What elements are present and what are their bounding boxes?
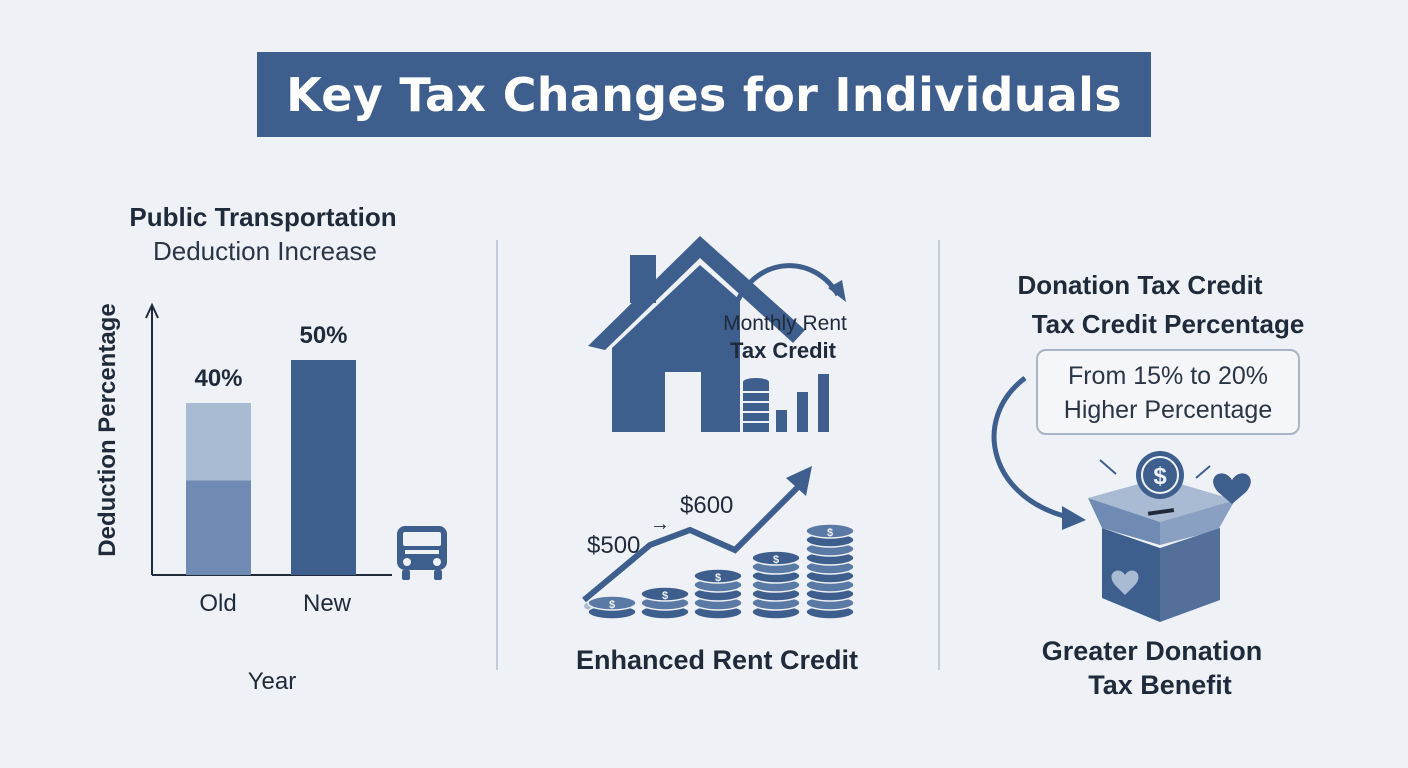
bar-value-label-new: 50% [299, 322, 348, 349]
coin-dollar-sign: $ [662, 590, 668, 602]
amount-new: $600 [680, 492, 734, 519]
heart-icon [1213, 473, 1251, 504]
curved-arrow-icon [991, 376, 1073, 521]
percentage-change: From 15% to 20% [1067, 362, 1269, 390]
divider-left [496, 240, 498, 670]
house-label-line1: Monthly Rent [723, 312, 847, 335]
x-axis-label: Year [247, 668, 297, 695]
mini-bar-3 [818, 374, 829, 432]
bar-old [186, 480, 251, 575]
coin [640, 586, 690, 602]
bar-new [291, 360, 356, 575]
percentage-box: From 15% to 20% Higher Percentage [1036, 349, 1300, 435]
dollar-coin-icon: $ [1136, 451, 1184, 499]
coin-stacks-icon: $ $ $ $ $ [584, 523, 855, 620]
coin [805, 523, 855, 539]
curved-arrow-icon [735, 263, 841, 302]
coin [693, 568, 743, 584]
coin [587, 595, 637, 611]
small-coin-stack-icon [743, 378, 769, 432]
right-caption-line2: Tax Benefit [1088, 670, 1232, 700]
house-icon [588, 236, 805, 432]
x-tick-new: New [302, 590, 352, 617]
house-label-line2: Tax Credit [730, 338, 836, 363]
mini-bar-1 [776, 410, 787, 432]
right-panel-title: Donation Tax Credit [1017, 270, 1263, 300]
left-panel-title: Public Transportation [129, 202, 397, 232]
coin-dollar-sign: $ [715, 572, 721, 584]
rising-arrow-icon [582, 482, 803, 603]
middle-caption: Enhanced Rent Credit [575, 645, 859, 675]
donation-box-icon [1088, 478, 1235, 622]
coin [751, 550, 801, 566]
svg-text:$: $ [1153, 463, 1167, 490]
x-tick-old: Old [199, 590, 237, 617]
right-caption-line1: Greater Donation [1041, 636, 1263, 666]
amount-old: $500 [587, 532, 641, 559]
title-banner: Key Tax Changes for Individuals [257, 52, 1151, 137]
bar-value-label-old: 40% [194, 365, 243, 392]
right-panel-subtitle: Tax Credit Percentage [1031, 309, 1305, 339]
percentage-note: Higher Percentage [1063, 396, 1273, 424]
svg-text:→: → [650, 513, 670, 535]
sparkle-icon [1195, 465, 1211, 479]
divider-right [938, 240, 940, 670]
page-title: Key Tax Changes for Individuals [286, 67, 1122, 122]
coin-dollar-sign: $ [773, 554, 779, 566]
sparkle-icon [1099, 459, 1117, 475]
mini-bar-2 [797, 392, 808, 432]
bar-old-upper [186, 403, 251, 481]
left-panel-subtitle: Deduction Increase [152, 236, 378, 266]
coin-dollar-sign: $ [827, 527, 833, 539]
coin-dollar-sign: $ [609, 599, 615, 611]
y-axis-arrow [145, 302, 159, 319]
